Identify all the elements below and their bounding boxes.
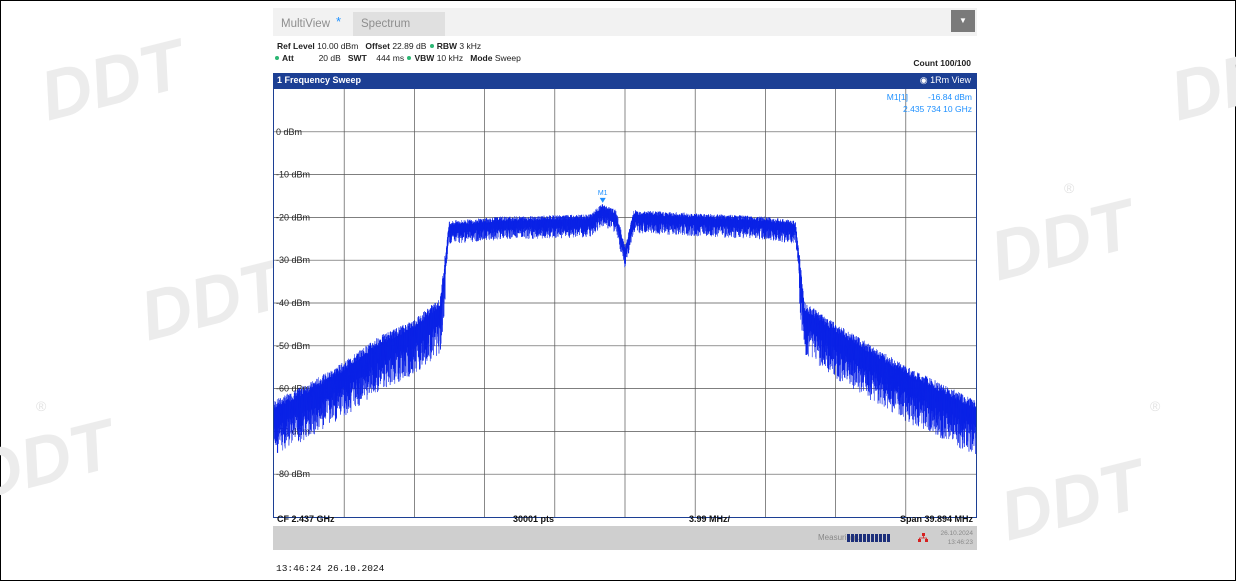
settings-info: Ref Level 10.00 dBm Offset 22.89 dB RBW …: [273, 36, 977, 72]
att-value: 20 dB: [318, 53, 341, 63]
tab-bar: MultiView * Spectrum ▼: [273, 8, 977, 36]
vbw-value: 10 kHz: [436, 53, 464, 63]
status-datetime: 26.10.2024 13:46:23: [940, 529, 973, 547]
y-tick-label: -20 dBm: [276, 212, 310, 222]
graph-footer: CF 2.437 GHz 30001 pts 3.99 MHz/ Span 39…: [273, 512, 977, 526]
tab-spectrum[interactable]: Spectrum: [353, 12, 445, 36]
y-tick-label: -50 dBm: [276, 341, 310, 351]
registered-mark-icon: ®: [1064, 180, 1075, 196]
sweep-panel-header[interactable]: 1 Frequency Sweep ◉ 1Rm View: [273, 73, 977, 88]
vbw-label: VBW: [414, 53, 435, 63]
status-dot-icon: [407, 56, 412, 60]
sweep-points: 30001 pts: [513, 514, 555, 524]
status-dot-icon: [275, 56, 279, 60]
marker-readout: M1[1] -16.84 dBm 2.435 734 10 GHz: [887, 91, 972, 115]
progress-bar: [847, 534, 891, 542]
settings-row-2: Att 20 dB SWT 444 ms VBW 10 kHz Mode Swe…: [274, 52, 521, 64]
marker-triangle-icon[interactable]: [599, 197, 606, 203]
spectrum-analyzer-window: MultiView * Spectrum ▼ Ref Level 10.00 d…: [273, 8, 977, 550]
rbw-value: 3 kHz: [459, 41, 482, 51]
center-frequency: CF 2.437 GHz: [277, 514, 335, 524]
status-bar: Measuring... 26.10.2024 13:46:23: [273, 526, 977, 550]
offset-label: Offset: [365, 41, 390, 51]
view-mode: 1Rm View: [930, 75, 971, 85]
spectrum-chart[interactable]: 0 dBm -10 dBm -20 dBm -30 dBm -40 dBm -50 dBm…: [274, 89, 976, 517]
mode-value: Sweep: [494, 53, 521, 63]
offset-value: 22.89 dB: [392, 41, 427, 51]
menu-dropdown-icon[interactable]: ▼: [951, 10, 975, 32]
marker-level: -16.84 dBm: [928, 92, 972, 102]
y-tick-label: 0 dBm: [276, 127, 302, 137]
mode-label: Mode: [470, 53, 493, 63]
y-tick-label: -60 dBm: [276, 384, 310, 394]
marker-tag: M1: [598, 190, 608, 197]
status-time: 13:46:23: [947, 539, 973, 546]
sweep-count: Count 100/100: [913, 58, 971, 68]
panel-title: 1 Frequency Sweep: [277, 75, 362, 85]
y-tick-label: -30 dBm: [276, 255, 310, 265]
registered-mark-icon: ®: [36, 398, 47, 414]
capture-timestamp: 13:46:24 26.10.2024: [276, 563, 385, 574]
frequency-per-division: 3.99 MHz/: [689, 514, 731, 524]
marker-label: M1[1]: [886, 92, 908, 102]
status-date: 26.10.2024: [940, 530, 973, 537]
rbw-label: RBW: [436, 41, 458, 51]
trace-indicator-icon: ◉: [919, 75, 928, 85]
marker-frequency: 2.435 734 10 GHz: [903, 104, 972, 114]
y-tick-label: -80 dBm: [276, 469, 310, 479]
y-tick-label: -10 dBm: [276, 170, 310, 180]
att-label: Att: [282, 53, 294, 63]
panel-view-label: ◉ 1Rm View: [920, 73, 971, 88]
registered-mark-icon: ®: [1150, 398, 1161, 414]
network-status-icon: [918, 533, 928, 542]
measuring-status: Measuring...: [818, 533, 863, 542]
settings-row-1: Ref Level 10.00 dBm Offset 22.89 dB RBW …: [277, 40, 481, 52]
swt-label: SWT: [347, 53, 367, 63]
y-tick-label: -40 dBm: [276, 298, 310, 308]
ref-level-label: Ref Level: [277, 41, 315, 51]
ref-level-value: 10.00 dBm: [317, 41, 359, 51]
status-dot-icon: [429, 44, 434, 48]
swt-value: 444 ms: [376, 53, 405, 63]
tab-separator-icon: *: [336, 14, 342, 29]
spectrum-graph[interactable]: 0 dBm -10 dBm -20 dBm -30 dBm -40 dBm -50 dBm…: [273, 88, 977, 518]
frequency-span: Span 39.894 MHz: [899, 514, 973, 524]
spectrum-trace: [274, 204, 976, 454]
tab-multiview[interactable]: MultiView: [273, 12, 351, 36]
